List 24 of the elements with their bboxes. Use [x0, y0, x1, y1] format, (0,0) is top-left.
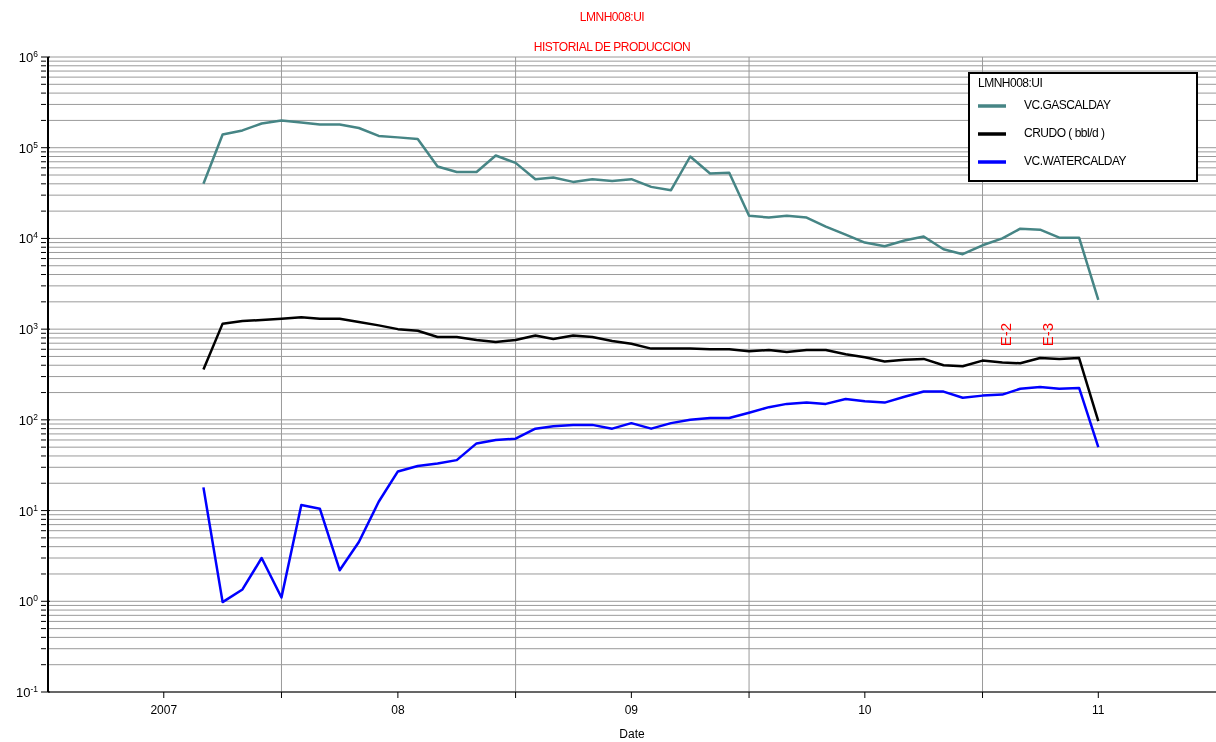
x-tick-label: 10 [858, 703, 872, 717]
x-tick-label: 2007 [150, 703, 178, 717]
x-tick-label: 11 [1092, 703, 1105, 717]
legend-title: LMNH008:UI [978, 76, 1044, 90]
y-tick-label: 10$^{5}$ [18, 139, 39, 156]
x-tick-label: 09 [624, 703, 639, 717]
y-tick-label: 10$^{-1}$ [16, 684, 39, 700]
line-series [202, 385, 1100, 604]
annotation: E-3 [1038, 321, 1056, 349]
y-tick-label: 10$^{0}$ [18, 593, 39, 610]
annotation: E-2 [996, 321, 1014, 349]
y-tick-label: 10$^{1}$ [18, 502, 39, 519]
x-axis-title: Date [619, 727, 645, 741]
y-tick-label: 10$^{3}$ [18, 321, 39, 338]
y-tick-label: 10$^{4}$ [18, 230, 39, 247]
chart-subtitle: HISTORIAL DE PRODUCCION [533, 40, 691, 54]
y-tick-label: 10$^{6}$ [18, 49, 39, 65]
legend-label: VC.GASCALDAY [1024, 98, 1111, 113]
y-tick-label: 10$^{2}$ [18, 411, 39, 428]
legend-label: CRUDO ( bbl/d ) [1024, 126, 1105, 141]
chart-title: LMNH008:UI [578, 10, 646, 24]
x-tick-label: 08 [391, 703, 405, 717]
line-series [202, 316, 1100, 423]
legend-label: VC.WATERCALDAY [1024, 154, 1127, 169]
